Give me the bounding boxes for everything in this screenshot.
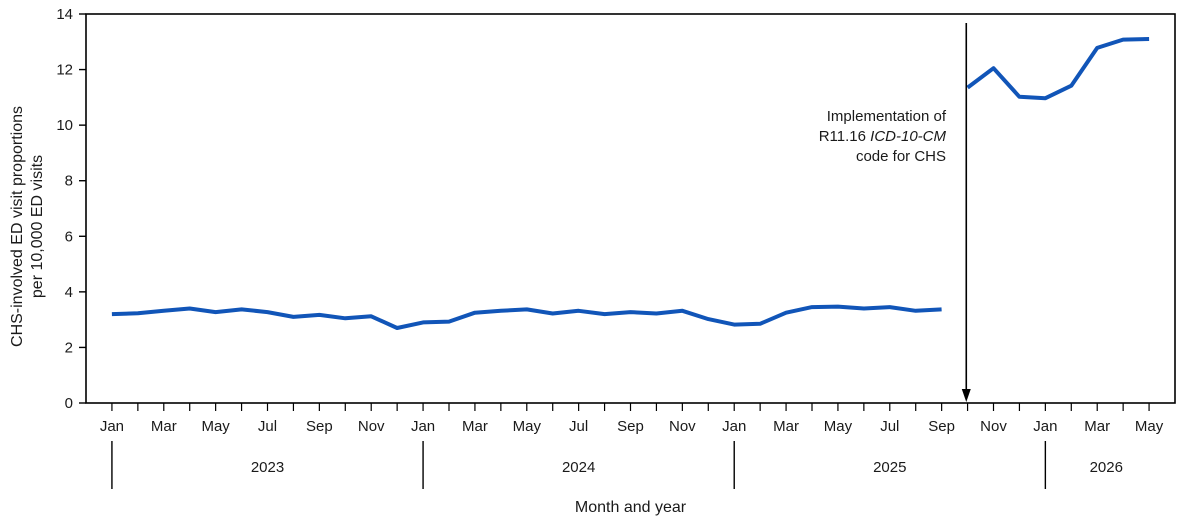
y-axis-title-line2: per 10,000 ED visits <box>29 155 46 298</box>
series-line <box>111 304 942 330</box>
year-label: 2026 <box>1090 459 1123 476</box>
year-label: 2023 <box>251 459 284 476</box>
x-tick-label: Jul <box>569 418 588 435</box>
year-label: 2025 <box>873 459 906 476</box>
y-tick-label: 0 <box>65 395 73 412</box>
y-tick-label: 12 <box>56 62 73 79</box>
x-tick-label: Nov <box>358 418 385 435</box>
annotation-arrowhead <box>961 389 971 402</box>
x-tick-label: Sep <box>617 418 644 435</box>
x-tick-label: Mar <box>462 418 488 435</box>
series-line <box>966 37 1150 101</box>
x-tick-label: Nov <box>669 418 696 435</box>
x-tick-label: May <box>201 418 230 435</box>
x-tick-label: Mar <box>151 418 177 435</box>
y-tick-label: 14 <box>56 6 73 23</box>
x-tick-label: Jan <box>411 418 435 435</box>
x-tick-label: May <box>824 418 853 435</box>
chart-marks <box>111 23 1150 402</box>
x-tick-label: May <box>1135 418 1164 435</box>
x-tick-label: Mar <box>1084 418 1110 435</box>
x-tick-label: May <box>513 418 542 435</box>
x-tick-label: Mar <box>773 418 799 435</box>
x-tick-label: Jan <box>722 418 746 435</box>
y-axis-title: CHS-involved ED visit proportions <box>9 106 26 347</box>
y-tick-label: 6 <box>65 228 73 245</box>
x-tick-label: Sep <box>928 418 955 435</box>
annotation-text: code for CHS <box>856 148 946 165</box>
plot-frame <box>85 13 1176 404</box>
x-tick-label: Sep <box>306 418 333 435</box>
year-label: 2024 <box>562 459 595 476</box>
x-tick-label: Jul <box>880 418 899 435</box>
chart-labels: 0 2 4 6 8 10 12 14 Jan Mar May Jul Sep Nov Jan Mar May Ju… <box>9 6 1164 516</box>
x-tick-label: Nov <box>980 418 1007 435</box>
plot-area <box>79 13 1176 489</box>
annotation-text: Implementation of <box>827 108 947 125</box>
y-tick-label: 4 <box>65 284 73 301</box>
x-tick-label: Jan <box>1033 418 1057 435</box>
y-tick-label: 2 <box>65 339 73 356</box>
x-axis-title: Month and year <box>575 499 687 516</box>
annotation-text: R11.16 ICD-10-CM <box>819 128 947 145</box>
x-tick-label: Jan <box>100 418 124 435</box>
x-tick-label: Jul <box>258 418 277 435</box>
y-tick-label: 8 <box>65 173 73 190</box>
y-tick-label: 10 <box>56 117 73 134</box>
